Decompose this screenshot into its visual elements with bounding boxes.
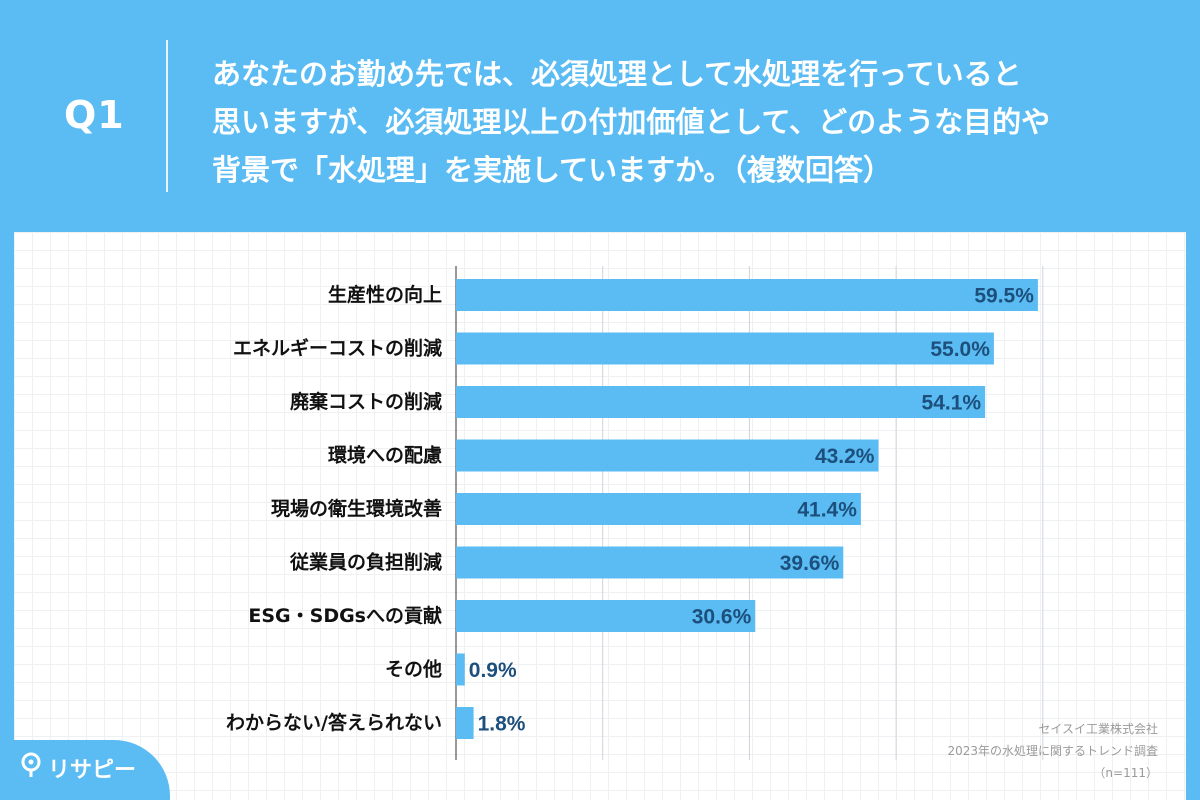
category-label: 従業員の負担削減 [289,551,442,574]
value-label: 55.0% [930,338,990,361]
category-label: 現場の衛生環境改善 [271,497,442,520]
question-number: Q1 [64,93,125,137]
bar [456,707,474,739]
value-label: 43.2% [815,445,875,468]
brand-logo-area: リサピー [0,740,170,800]
value-label: 54.1% [922,392,982,415]
source-note: セイスイ工業株式会社 2023年の水処理に関するトレンド調査 （n=111） [947,718,1158,784]
bar [456,439,879,472]
sample-size: （n=111） [1093,766,1158,780]
category-label: 廃棄コストの削減 [290,390,442,413]
bar [456,600,756,632]
bar [456,493,861,525]
value-label: 39.6% [780,552,840,575]
category-label: 環境への配慮 [328,444,442,467]
bar [456,279,1038,311]
source-survey: 2023年の水処理に関するトレンド調査 [947,744,1158,758]
value-label: 59.5% [974,285,1034,308]
category-label: その他 [385,658,442,681]
category-label: わからない/答えられない [226,711,442,734]
bar [456,386,986,418]
value-label: 0.9% [469,659,517,682]
bar [456,653,465,686]
value-label: 1.8% [478,713,526,736]
brand-logo-text: リサピー [48,758,137,783]
chart-panel: 生産性の向上 59.5% エネルギーコストの削減 55.0% 廃棄コストの削減 54.1%… [14,232,1186,800]
brand-logo: リサピー [20,752,136,784]
bar-chart: 生産性の向上 59.5% エネルギーコストの削減 55.0% 廃棄コストの削減 54.1%… [226,266,1044,760]
category-label: エネルギーコストの削減 [233,337,442,360]
value-label: 30.6% [692,606,752,629]
value-label: 41.4% [797,499,857,522]
category-label: 生産性の向上 [328,283,442,306]
question-text: あなたのお勤め先では、必須処理として水処理を行っていると 思いますが、必須処理以… [212,57,1051,187]
pin-icon [20,752,42,784]
category-label: ESG・SDGsへの貢献 [248,605,442,627]
source-company: セイスイ工業株式会社 [1038,722,1158,736]
question-header: Q1 あなたのお勤め先では、必須処理として水処理を行っていると 思いますが、必須… [0,0,1200,230]
bar [456,546,844,579]
header-divider [166,40,168,192]
bar [456,332,994,365]
